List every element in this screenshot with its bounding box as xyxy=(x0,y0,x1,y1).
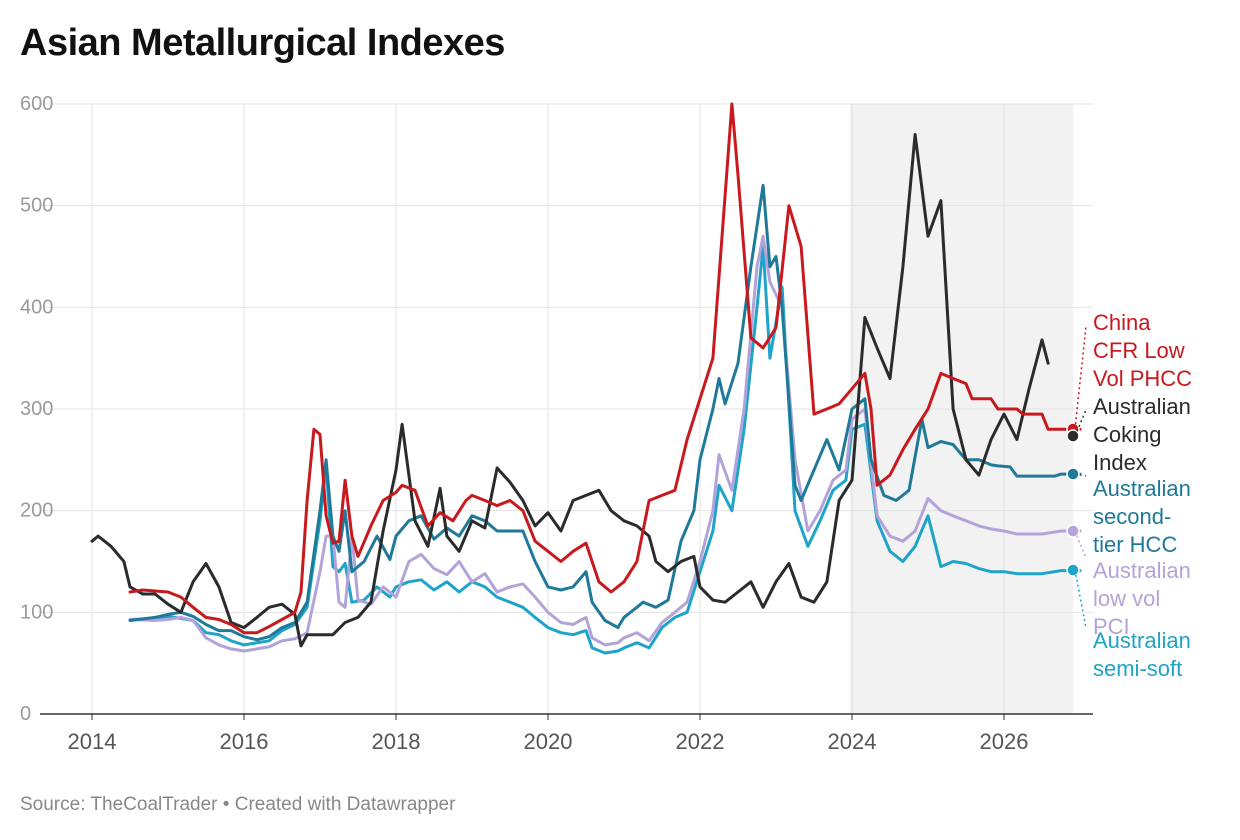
x-tick-label: 2020 xyxy=(524,729,573,754)
series-label: PCI xyxy=(1093,614,1130,639)
series-label: China xyxy=(1093,310,1151,335)
label-leader xyxy=(1074,569,1087,629)
y-tick-label: 0 xyxy=(20,703,31,725)
series-line xyxy=(128,102,1082,635)
label-leader xyxy=(1074,325,1087,430)
series-label: low vol xyxy=(1093,586,1160,611)
series-label: semi-soft xyxy=(1093,656,1182,681)
y-tick-label: 200 xyxy=(20,500,53,522)
source-text: Source: TheCoalTrader xyxy=(20,794,218,815)
credit-text: Created with Datawrapper xyxy=(234,794,456,815)
series-label: Australian xyxy=(1093,558,1191,583)
separator: • xyxy=(217,794,235,815)
y-tick-label: 100 xyxy=(20,601,53,623)
y-tick-label: 300 xyxy=(20,398,53,420)
y-tick-label: 400 xyxy=(20,296,53,318)
series-end-dot xyxy=(1066,467,1080,481)
x-tick-label: 2016 xyxy=(220,729,269,754)
x-tick-label: 2018 xyxy=(372,729,421,754)
series-label: tier HCC xyxy=(1093,532,1177,557)
y-tick-label: 600 xyxy=(20,93,53,115)
label-leader xyxy=(1074,473,1087,477)
line-chart: 0 100 200 300 400 500 600 2014 2016 2018 2020 2022 2… xyxy=(20,93,1192,754)
chart-title: Asian Metallurgical Indexes xyxy=(20,22,505,64)
series-line xyxy=(128,244,1082,655)
series-end-dot xyxy=(1066,563,1080,577)
series-line xyxy=(90,133,1050,648)
series-end-dot xyxy=(1066,429,1080,443)
series-label: CFR Low xyxy=(1093,338,1185,363)
series-label: Vol PHCC xyxy=(1093,366,1192,391)
series-line xyxy=(128,183,1082,642)
x-tick-label: 2026 xyxy=(980,729,1029,754)
x-tick-label: 2024 xyxy=(828,729,877,754)
series-label: Australian xyxy=(1093,394,1191,419)
series-label: Coking xyxy=(1093,422,1161,447)
series-label: Australian xyxy=(1093,628,1191,653)
x-tick-label: 2014 xyxy=(68,729,117,754)
y-tick-label: 500 xyxy=(20,195,53,217)
chart-footer: Source: TheCoalTrader • Created with Dat… xyxy=(20,794,455,816)
series-label: Index xyxy=(1093,450,1147,475)
series-line xyxy=(128,234,1082,653)
series-label: Australian xyxy=(1093,476,1191,501)
series-label: second- xyxy=(1093,504,1171,529)
series-end-dot xyxy=(1066,524,1080,538)
x-tick-label: 2022 xyxy=(676,729,725,754)
